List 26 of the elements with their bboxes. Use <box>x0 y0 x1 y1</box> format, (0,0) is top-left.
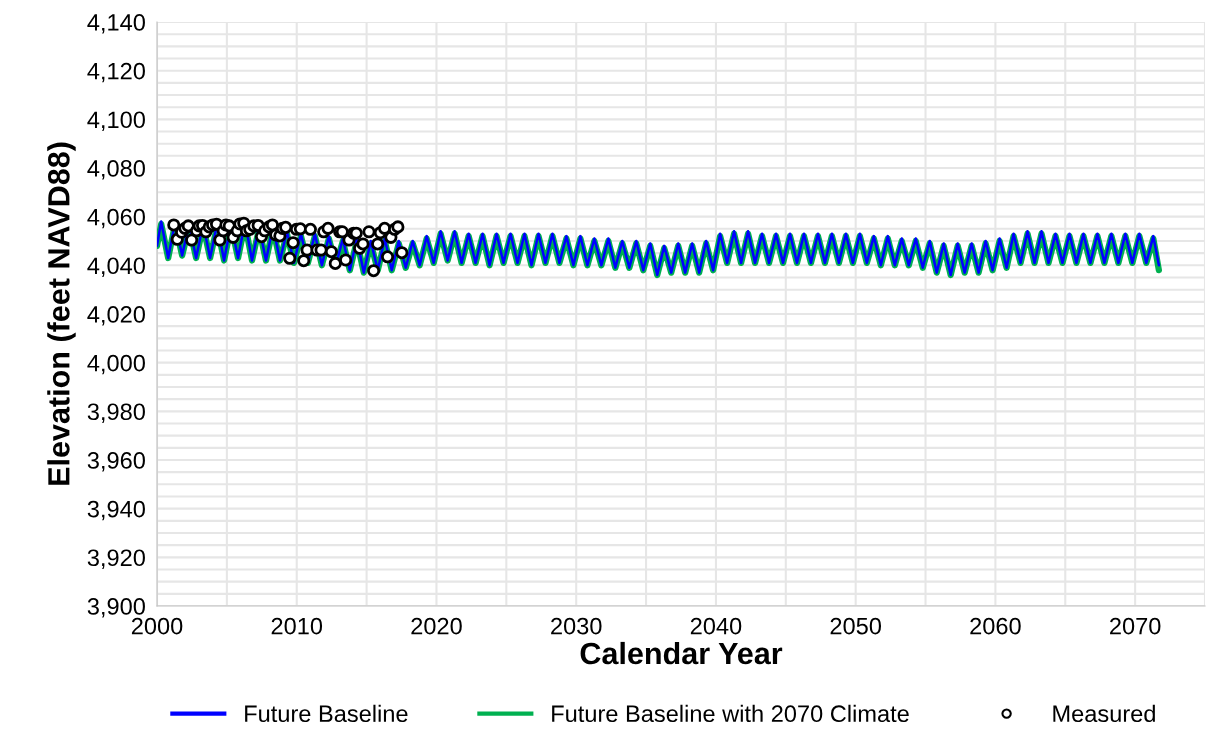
y-tick-label: 3,900 <box>87 598 145 618</box>
y-tick-label: 4,060 <box>87 208 145 229</box>
y-tick-label: 3,960 <box>87 452 145 472</box>
y-tick-label: 4,080 <box>87 160 145 180</box>
y-tick-label: 4,040 <box>87 257 145 277</box>
y-tick-label: 4,120 <box>87 62 145 83</box>
legend-label: Measured <box>1053 704 1155 723</box>
x-tick-label: 2070 <box>1110 617 1161 635</box>
x-tick-label: 2010 <box>271 617 323 635</box>
y-tick-label: 3,940 <box>87 500 145 521</box>
y-tick-label: 4,020 <box>87 306 145 326</box>
y-tick-label: 4,140 <box>87 14 145 34</box>
y-tick-label: 4,100 <box>87 111 145 131</box>
x-tick-label: 2000 <box>131 617 183 635</box>
x-tick-label: 2030 <box>551 617 602 635</box>
x-tick-label: 2020 <box>411 617 462 635</box>
y-tick-label: 3,920 <box>87 549 145 569</box>
legend-label: Future Baseline <box>245 704 408 723</box>
y-tick-label: 3,980 <box>87 403 145 423</box>
legend-label: Future Baseline with 2070 Climate <box>552 704 909 723</box>
y-tick-label: 4,000 <box>87 354 145 375</box>
x-tick-label: 2050 <box>830 617 882 635</box>
x-tick-label: 2040 <box>690 617 742 635</box>
y-axis-title: Elevation (feet NAVD88) <box>47 142 76 485</box>
x-tick-label: 2060 <box>970 617 1021 635</box>
x-axis-title: Calendar Year <box>580 641 783 665</box>
